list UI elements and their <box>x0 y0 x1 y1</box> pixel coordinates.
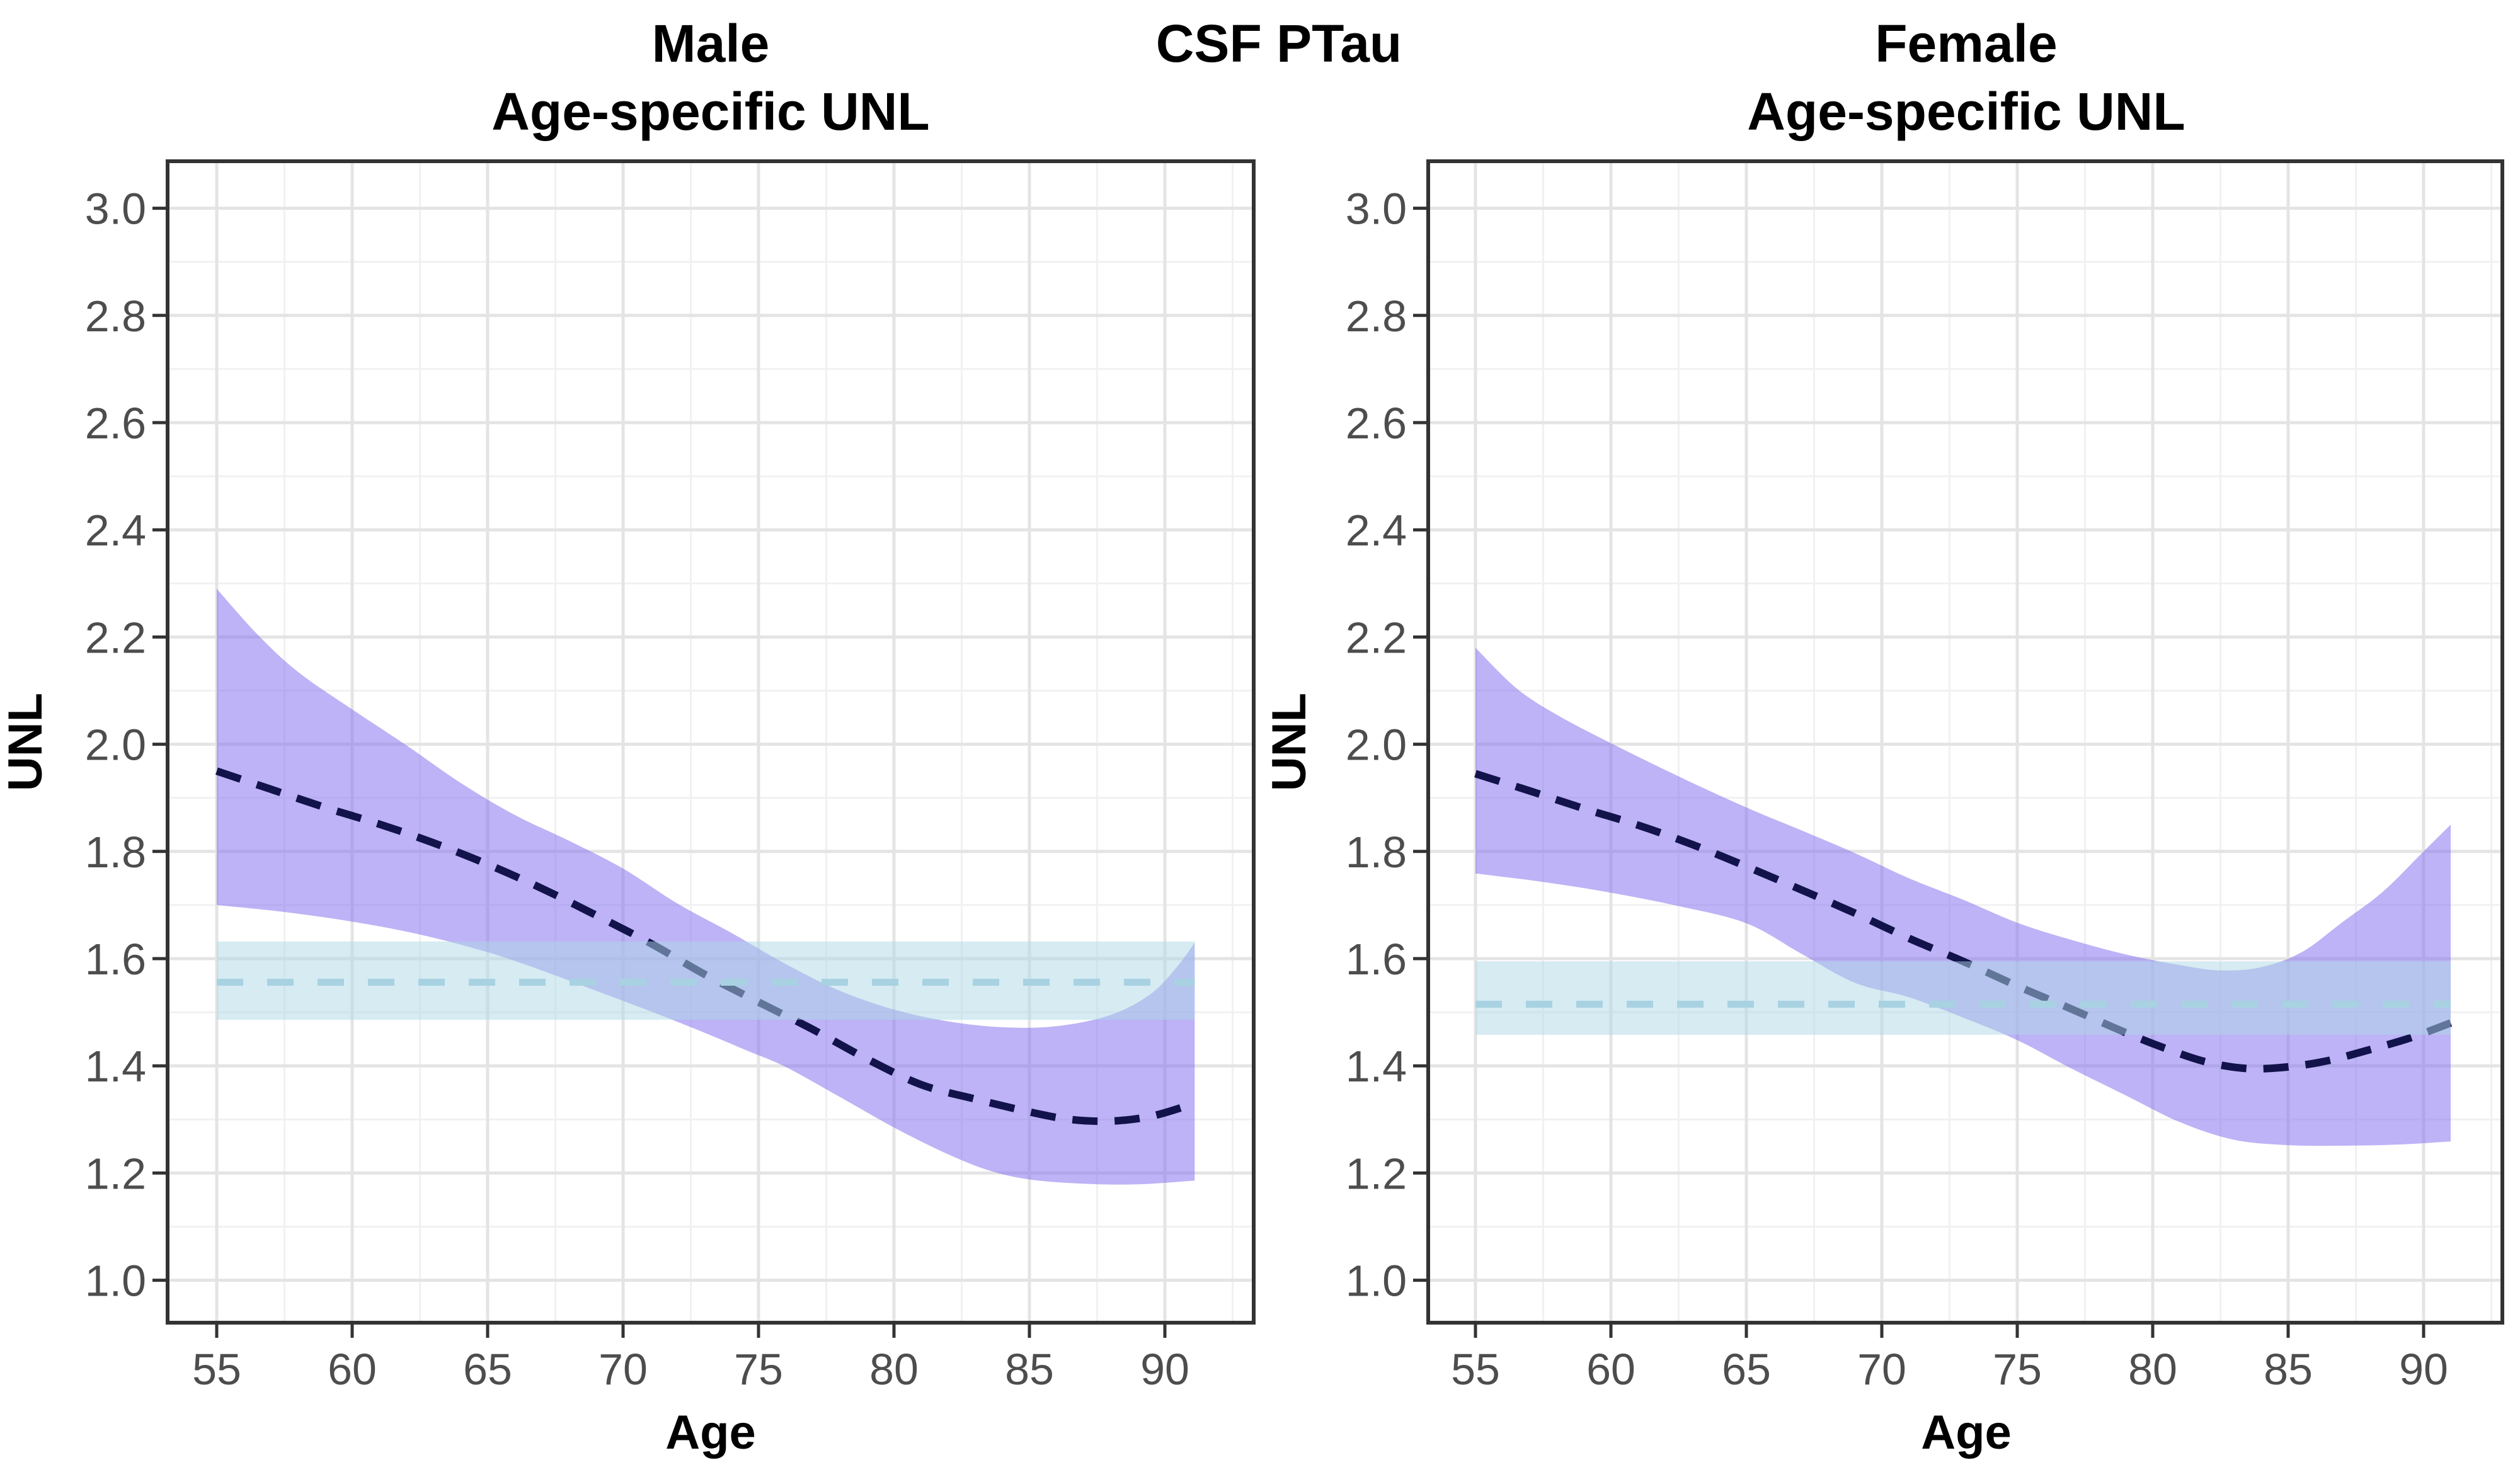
y-tick-label: 2.2 <box>1346 613 1407 662</box>
x-tick-label: 55 <box>192 1345 241 1394</box>
y-tick-label: 1.8 <box>85 828 146 877</box>
y-tick-label: 1.0 <box>85 1257 146 1306</box>
y-tick-label: 3.0 <box>1346 185 1407 234</box>
panel-border <box>1426 159 2504 1325</box>
y-tick-label: 2.6 <box>85 399 146 448</box>
x-tick-label: 85 <box>1005 1345 1054 1394</box>
confidence-ribbon <box>217 588 1195 1185</box>
x-tick-label: 60 <box>1586 1345 1635 1394</box>
y-tick-label: 1.2 <box>85 1149 146 1198</box>
y-tick-label: 2.0 <box>1346 721 1407 770</box>
y-tick-label: 2.0 <box>85 721 146 770</box>
x-tick-label: 75 <box>1993 1345 2042 1394</box>
facet-title-female: Female <box>1875 14 2058 73</box>
y-tick-label: 1.6 <box>1346 935 1407 984</box>
panel-female: 3.0 2.8 2.6 2.4 2.2 2.0 1.8 1.6 1.4 1.2 1.0 55 60 65 7… <box>1346 159 2504 1394</box>
y-axis-label-female: UNL <box>1263 693 1316 791</box>
y-tick-label: 1.0 <box>1346 1257 1407 1306</box>
x-tick-label: 65 <box>463 1345 512 1394</box>
x-tick-label: 80 <box>869 1345 919 1394</box>
y-tick-label: 1.8 <box>1346 828 1407 877</box>
x-axis-label-male: Age <box>665 1406 756 1459</box>
x-tick-label: 90 <box>1140 1345 1189 1394</box>
x-tick-label: 75 <box>734 1345 783 1394</box>
panel-border <box>166 159 1256 1325</box>
x-tick-label: 80 <box>2128 1345 2177 1394</box>
x-tick-label: 60 <box>328 1345 377 1394</box>
y-tick-label: 2.8 <box>85 292 146 341</box>
y-tick-label: 2.6 <box>1346 399 1407 448</box>
y-axis-label-male: UNL <box>0 693 52 791</box>
y-tick-label: 1.6 <box>85 935 146 984</box>
axis-ticks: 3.0 2.8 2.6 2.4 2.2 2.0 1.8 1.6 1.4 1.2 1.0 55 60 65 7… <box>85 185 1189 1394</box>
y-tick-label: 1.4 <box>1346 1042 1407 1091</box>
axis-ticks: 3.0 2.8 2.6 2.4 2.2 2.0 1.8 1.6 1.4 1.2 1.0 55 60 65 7… <box>1346 185 2448 1394</box>
y-tick-label: 1.4 <box>85 1042 146 1091</box>
y-tick-label: 2.4 <box>85 506 146 555</box>
age-specific-unl-line <box>215 767 1196 1126</box>
x-axis-label-female: Age <box>1921 1406 2012 1459</box>
constant-unl-band <box>1475 961 2451 1035</box>
panel-male: 3.0 2.8 2.6 2.4 2.2 2.0 1.8 1.6 1.4 1.2 1.0 55 60 65 7… <box>85 159 1256 1394</box>
x-tick-label: 90 <box>2399 1345 2448 1394</box>
y-tick-label: 1.2 <box>1346 1149 1407 1198</box>
facet-title-male: Male <box>652 14 770 73</box>
x-tick-label: 65 <box>1722 1345 1771 1394</box>
x-tick-label: 85 <box>2264 1345 2313 1394</box>
plot-title: CSF PTau <box>1156 14 1402 73</box>
x-tick-label: 55 <box>1451 1345 1500 1394</box>
facet-subtitle-female: Age-specific UNL <box>1747 82 2185 141</box>
y-tick-label: 3.0 <box>85 185 146 234</box>
confidence-ribbon <box>1475 647 2451 1146</box>
x-tick-label: 70 <box>598 1345 648 1394</box>
y-tick-label: 2.4 <box>1346 506 1407 555</box>
y-tick-label: 2.8 <box>1346 292 1407 341</box>
y-tick-label: 2.2 <box>85 613 146 662</box>
facet-subtitle-male: Age-specific UNL <box>491 82 929 141</box>
x-tick-label: 70 <box>1857 1345 1906 1394</box>
